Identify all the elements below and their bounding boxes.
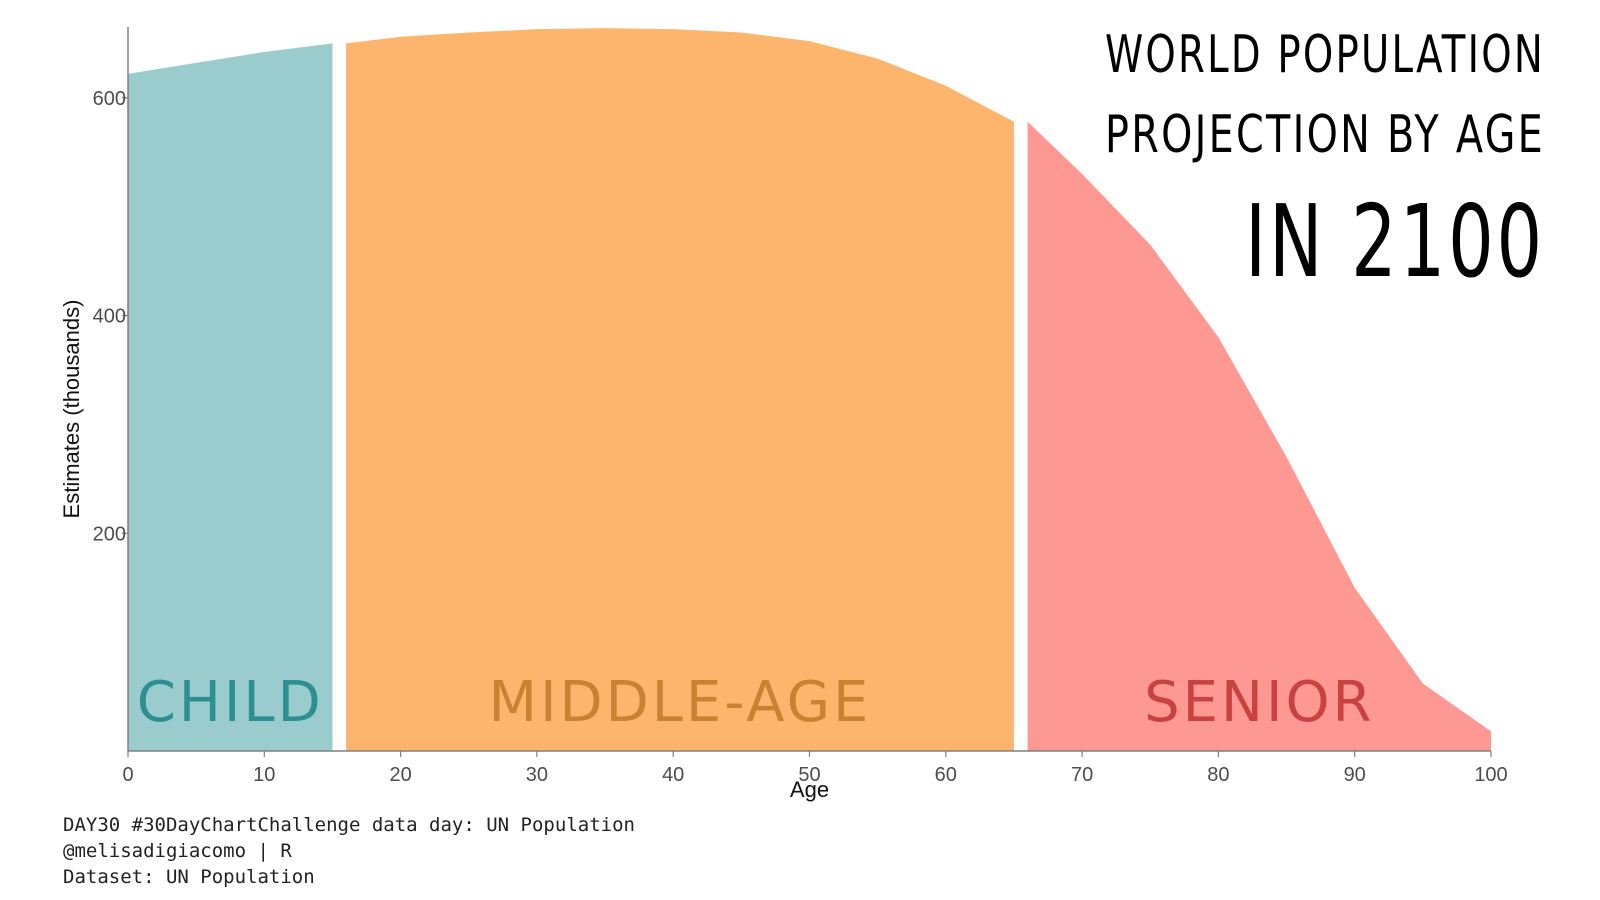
x-tick-label: 50: [798, 764, 820, 786]
x-axis-title: Age: [790, 777, 829, 802]
y-axis-title: Estimates (thousands): [59, 300, 84, 519]
x-tick-label: 80: [1207, 764, 1229, 786]
x-tick-label: 60: [935, 764, 957, 786]
caption-line-2: @melisadigiacomo | R: [63, 840, 292, 862]
group-label-child: CHILD: [137, 670, 324, 735]
x-tick-label: 100: [1474, 764, 1507, 786]
chart-title: WORLD POPULATION PROJECTION BY AGE IN 21…: [1105, 25, 1545, 300]
x-tick-label: 40: [662, 764, 684, 786]
caption-line-3: Dataset: UN Population: [63, 866, 315, 888]
area-middle-age: [346, 28, 1014, 751]
x-tick-label: 0: [122, 764, 133, 786]
group-label-middle-age: MIDDLE-AGE: [489, 670, 872, 735]
group-label-senior: SENIOR: [1144, 670, 1374, 735]
title-line-1: WORLD POPULATION: [1105, 25, 1545, 85]
x-tick-label: 90: [1344, 764, 1366, 786]
y-tick-label: 600: [93, 88, 126, 110]
area-child: [128, 43, 333, 752]
title-line-3: IN 2100: [1245, 183, 1545, 300]
area-series-group: [128, 28, 1491, 752]
x-axis-ticks: 0 10 20 30 40 50 60 70 80 90 100: [122, 751, 1508, 786]
x-tick-label: 10: [253, 764, 275, 786]
y-tick-label: 200: [93, 523, 126, 545]
x-tick-label: 30: [526, 764, 548, 786]
y-tick-label: 400: [93, 306, 126, 328]
title-line-2: PROJECTION BY AGE: [1105, 105, 1545, 165]
x-tick-label: 20: [389, 764, 411, 786]
caption-line-1: DAY30 #30DayChartChallenge data day: UN …: [63, 814, 635, 836]
caption: DAY30 #30DayChartChallenge data day: UN …: [63, 812, 635, 890]
area-senior: [1027, 121, 1491, 751]
group-labels: CHILD MIDDLE-AGE SENIOR: [137, 670, 1374, 735]
x-tick-label: 70: [1071, 764, 1093, 786]
y-axis-ticks: 200 400 600: [93, 88, 128, 545]
